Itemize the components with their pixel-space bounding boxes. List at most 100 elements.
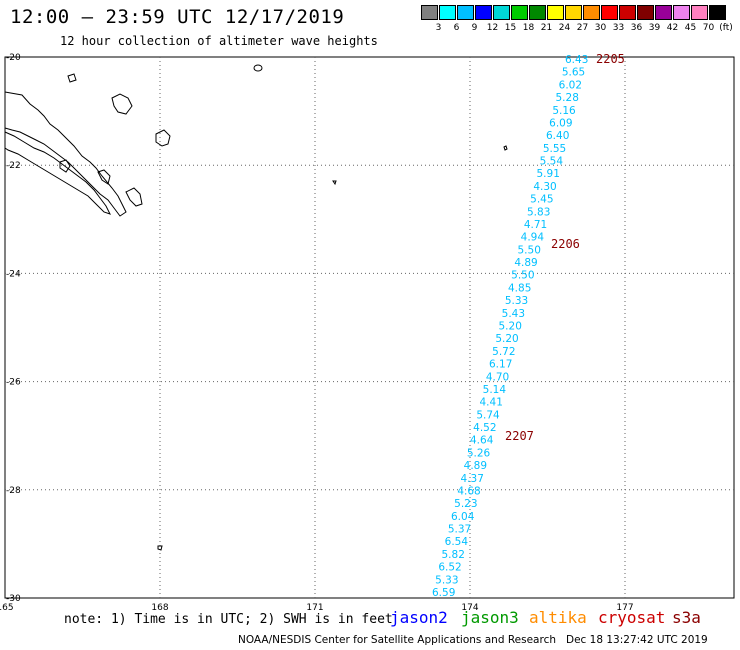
footer: NOAA/NESDIS Center for Satellite Applica… bbox=[238, 634, 708, 646]
wave-height-value: 4.94 bbox=[521, 232, 545, 244]
footer-agency: NOAA/NESDIS Center for Satellite Applica… bbox=[238, 634, 556, 646]
legend-swatch bbox=[619, 5, 636, 20]
longitude-label: 177 bbox=[616, 603, 633, 613]
wave-height-value: 6.59 bbox=[432, 587, 455, 599]
axis-labels: -20 -22 -24 -26 -28 -30165 168 171 174 177 bbox=[0, 53, 634, 613]
legend-swatch bbox=[601, 5, 618, 20]
legend-label: 24 bbox=[558, 23, 571, 33]
longitude-label: 174 bbox=[461, 603, 478, 613]
legend-swatch bbox=[565, 5, 582, 20]
coastline bbox=[97, 169, 111, 185]
legend-label: 45 bbox=[684, 23, 697, 33]
legend-swatch bbox=[691, 5, 708, 20]
pass-time-labels: 2205 2206 2207 bbox=[505, 52, 625, 443]
wave-height-value: 5.82 bbox=[442, 549, 465, 561]
coastline bbox=[155, 129, 171, 147]
wave-height-value: 5.45 bbox=[530, 194, 553, 206]
legend-label: 3 bbox=[435, 23, 442, 33]
wave-height-value: 4.30 bbox=[533, 181, 556, 193]
coastline bbox=[111, 93, 133, 115]
legend-swatch bbox=[529, 5, 546, 20]
wave-height-value: 6.43 bbox=[565, 54, 588, 66]
wave-height-value: 5.16 bbox=[552, 105, 576, 117]
legend-swatch bbox=[457, 5, 474, 20]
satellite-jason2: jason2 bbox=[390, 608, 448, 627]
legend-swatch bbox=[511, 5, 528, 20]
latitude-label: -24 bbox=[6, 269, 21, 279]
coastline bbox=[67, 73, 77, 83]
wave-height-value: 6.09 bbox=[549, 117, 572, 129]
wave-height-value: 5.65 bbox=[562, 67, 585, 79]
chart-title: 12:00 – 23:59 UTC 12/17/2019 bbox=[10, 6, 345, 28]
legend-label: 18 bbox=[522, 23, 535, 33]
wave-height-value: 6.04 bbox=[451, 511, 475, 523]
coastline bbox=[4, 91, 127, 217]
wave-height-value: 4.85 bbox=[508, 282, 531, 294]
wave-height-value: 5.20 bbox=[499, 321, 522, 333]
latitude-label: -26 bbox=[6, 378, 21, 388]
coastline bbox=[59, 159, 71, 173]
latitude-label: -22 bbox=[6, 161, 21, 171]
wave-height-value: 5.83 bbox=[527, 206, 550, 218]
legend-swatch bbox=[673, 5, 690, 20]
wave-height-value: 6.02 bbox=[559, 79, 582, 91]
wave-height-value: 6.52 bbox=[438, 562, 461, 574]
grid-lines bbox=[5, 57, 734, 598]
wave-height-value: 5.50 bbox=[518, 244, 541, 256]
chart-subtitle: 12 hour collection of altimeter wave hei… bbox=[60, 34, 378, 48]
wave-height-value: 5.72 bbox=[492, 346, 515, 358]
longitude-label: 171 bbox=[306, 603, 323, 613]
wave-height-value: 5.50 bbox=[511, 270, 534, 282]
wave-height-value: 5.14 bbox=[483, 384, 507, 396]
coastline bbox=[253, 64, 263, 72]
wave-height-value: 5.55 bbox=[543, 143, 566, 155]
legend-label: 39 bbox=[648, 23, 661, 33]
wave-height-value: 4.68 bbox=[457, 485, 480, 497]
pass-time-label: 2205 bbox=[596, 52, 625, 66]
legend-label: 9 bbox=[471, 23, 478, 33]
legend-swatch bbox=[547, 5, 564, 20]
legend-swatch bbox=[421, 5, 438, 20]
legend-swatch bbox=[493, 5, 510, 20]
wave-height-value: 5.33 bbox=[505, 295, 528, 307]
legend-label: 12 bbox=[486, 23, 499, 33]
legend-label: 15 bbox=[504, 23, 517, 33]
satellite-jason3: jason3 bbox=[461, 608, 519, 627]
footer-timestamp: Dec 18 13:27:42 UTC 2019 bbox=[566, 634, 708, 646]
pass-time-label: 2207 bbox=[505, 429, 534, 443]
legend-label: 30 bbox=[594, 23, 607, 33]
wave-height-value: 5.33 bbox=[435, 574, 458, 586]
legend-label: 33 bbox=[612, 23, 625, 33]
map-frame bbox=[4, 56, 735, 599]
satellite-altika: altika bbox=[529, 608, 587, 627]
altimeter-track: 6.435.656.025.285.166.096.405.555.545.91… bbox=[432, 54, 588, 599]
wave-height-value: 4.41 bbox=[480, 397, 503, 409]
legend-unit: (ft) bbox=[719, 23, 733, 33]
legend-label: 42 bbox=[666, 23, 679, 33]
legend-label: 6 bbox=[453, 23, 460, 33]
wave-height-value: 5.28 bbox=[556, 92, 579, 104]
coastline bbox=[4, 131, 111, 215]
wave-height-value: 5.54 bbox=[540, 156, 564, 168]
wave-height-value: 4.89 bbox=[464, 460, 487, 472]
satellite-s3a: s3a bbox=[672, 608, 701, 627]
wave-height-value: 6.40 bbox=[546, 130, 569, 142]
legend-swatch bbox=[637, 5, 654, 20]
legend-swatch bbox=[475, 5, 492, 20]
coastline bbox=[157, 545, 163, 551]
legend-label: 27 bbox=[576, 23, 589, 33]
wave-height-value: 5.43 bbox=[502, 308, 525, 320]
coastlines bbox=[4, 64, 508, 551]
wave-height-value: 4.64 bbox=[470, 435, 494, 447]
coastline bbox=[332, 180, 337, 186]
wave-height-value: 4.70 bbox=[486, 371, 509, 383]
legend-label: 21 bbox=[540, 23, 553, 33]
legend-swatch bbox=[655, 5, 672, 20]
latitude-label: -20 bbox=[6, 53, 21, 63]
pass-time-label: 2206 bbox=[551, 237, 580, 251]
wave-height-value: 4.37 bbox=[461, 473, 484, 485]
wave-height-value: 4.71 bbox=[524, 219, 547, 231]
latitude-label: -28 bbox=[6, 486, 21, 496]
wave-height-value: 4.52 bbox=[473, 422, 496, 434]
map-border bbox=[4, 56, 735, 599]
